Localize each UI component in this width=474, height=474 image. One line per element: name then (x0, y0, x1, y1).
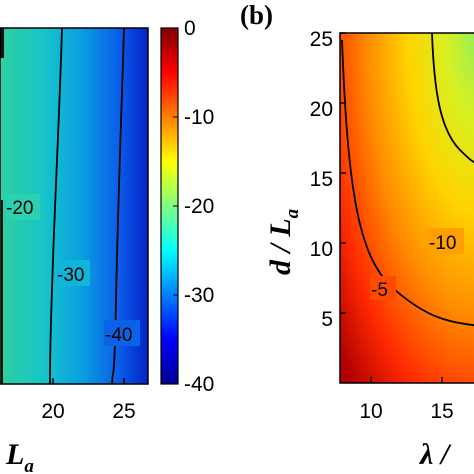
contour-label: -40 (105, 325, 132, 346)
contour-label-bg (6, 194, 40, 220)
colorbar-tick-label: -20 (184, 195, 214, 218)
panel-b: (b) -5 -10 5 10 15 20 25 10 15 d / La λ … (240, 0, 474, 471)
y-tick-label: 15 (310, 168, 333, 191)
panel-a: -20 -30 -40 20 25 La (0, 27, 149, 474)
panel-a-xlabel: La (5, 438, 34, 474)
panel-a-dark-edge (0, 28, 4, 58)
panel-a-axes-frame (0, 27, 149, 385)
panel-b-heatmap (340, 33, 474, 383)
x-tick-label: 20 (41, 400, 64, 423)
y-tick-label: 25 (310, 28, 333, 51)
x-tick-label: 15 (430, 400, 453, 423)
contour-label: -20 (6, 198, 33, 219)
panel-b-contour-minus5 (341, 39, 474, 327)
colorbar-tick-label: -10 (184, 106, 214, 129)
colorbar-tick-label: -30 (184, 284, 214, 307)
y-tick-label: 20 (310, 98, 333, 121)
contour-label: -30 (57, 265, 84, 286)
contour-label-bg (370, 276, 396, 300)
contour-label: -10 (429, 233, 456, 254)
contour-label-bg (104, 320, 140, 346)
panel-b-ylabel: d / La (264, 208, 303, 275)
panel-b-xlabel: λ / (418, 438, 452, 471)
colorbar: 0 -10 -20 -30 -40 (160, 17, 214, 396)
contour-label-bg (56, 260, 90, 286)
panel-b-axes-frame (339, 32, 474, 384)
colorbar-tick-label: 0 (184, 17, 196, 40)
contour-label-bg (428, 228, 464, 254)
colorbar-tick-label: -40 (184, 373, 214, 396)
panel-b-label: (b) (240, 0, 273, 30)
panel-a-contour-minus30 (49, 27, 63, 385)
y-tick-label: 5 (321, 308, 333, 331)
panel-a-contour-minus40 (111, 27, 125, 385)
panel-b-contour-minus10 (431, 32, 474, 164)
contour-label: -5 (371, 280, 388, 301)
x-tick-label: 10 (359, 400, 382, 423)
y-tick-label: 10 (310, 238, 333, 261)
x-tick-label: 25 (112, 400, 135, 423)
